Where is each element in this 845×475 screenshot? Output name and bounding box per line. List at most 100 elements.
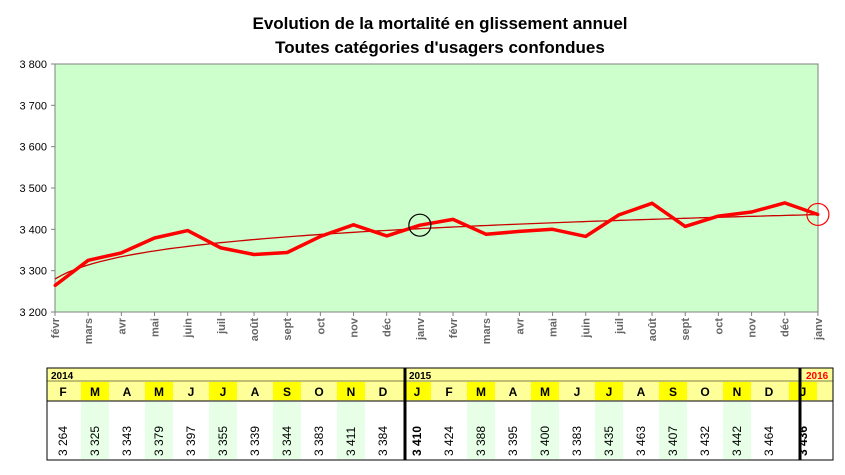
- month-label: M: [90, 385, 100, 399]
- month-label: N: [347, 385, 356, 399]
- month-label: D: [379, 385, 388, 399]
- highlight-circle: [806, 202, 830, 227]
- value-cell: 3 395: [506, 426, 520, 456]
- x-tick-label: févr: [50, 317, 62, 338]
- chart-title: Evolution de la mortalité en glissement …: [252, 14, 627, 33]
- value-cell-bg: [467, 402, 495, 459]
- month-label: M: [476, 385, 486, 399]
- value-cell: 3 436: [796, 426, 810, 456]
- value-cell: 3 432: [698, 426, 712, 456]
- value-cell: 3 410: [410, 426, 424, 456]
- x-tick-label: janv: [415, 317, 427, 341]
- x-axis: févr mars avr mai juin juil août sept oct nov déc j…: [50, 312, 825, 344]
- x-tick-label: févr: [448, 317, 460, 338]
- value-cell: 3 383: [312, 426, 326, 456]
- value-cell: 3 344: [280, 426, 294, 456]
- y-tick-label: 3 200: [19, 307, 47, 319]
- chart-subtitle: Toutes catégories d'usagers confondues: [275, 38, 605, 57]
- table-body-bg: [47, 401, 833, 460]
- y-tick-label: 3 500: [19, 183, 47, 195]
- month-label: J: [220, 385, 227, 399]
- month-highlight: [723, 382, 751, 400]
- y-axis: 3 200 3 300 3 400 3 500 3 600 3 700 3 800: [19, 59, 55, 319]
- year-label: 2016: [806, 371, 829, 382]
- month-highlight: [789, 382, 817, 400]
- value-cell: 3 400: [538, 426, 552, 456]
- value-cell: 3 463: [634, 426, 648, 456]
- month-label: O: [314, 385, 323, 399]
- trend-line: [54, 213, 818, 280]
- value-cell: 3 383: [570, 426, 584, 456]
- year-label: 2015: [409, 371, 432, 382]
- value-cell-bg: [659, 402, 687, 459]
- data-point: [153, 236, 157, 240]
- x-tick-label: mai: [548, 318, 560, 337]
- data-point: [318, 234, 322, 238]
- y-tick-label: 3 600: [19, 142, 47, 154]
- data-point: [517, 229, 521, 233]
- month-highlight: [595, 382, 623, 400]
- month-highlight: [531, 382, 559, 400]
- value-cell-bg: [337, 402, 365, 459]
- data-point: [385, 234, 389, 238]
- value-cell-bg: [723, 402, 751, 459]
- month-label: F: [445, 385, 452, 399]
- x-tick-label: nov: [747, 317, 759, 337]
- value-cell: 3 384: [376, 426, 390, 456]
- value-cell: 3 424: [442, 426, 456, 456]
- value-cell: 3 388: [474, 426, 488, 456]
- value-cell-bg: [595, 402, 623, 459]
- value-cell: 3 339: [248, 426, 262, 456]
- x-tick-label: oct: [315, 318, 327, 335]
- x-tick-label: juin: [183, 318, 195, 339]
- data-point: [551, 227, 555, 231]
- value-cell: 3 355: [216, 426, 230, 456]
- x-tick-label: nov: [349, 317, 361, 337]
- value-cell-bg: [531, 402, 559, 459]
- value-cell-bg: [81, 402, 109, 459]
- month-highlight: [337, 382, 365, 400]
- value-cell: 3 379: [152, 426, 166, 456]
- month-label: O: [700, 385, 709, 399]
- month-label: S: [283, 385, 291, 399]
- y-tick-label: 3 800: [19, 59, 47, 71]
- x-tick-label: juil: [614, 318, 626, 335]
- value-cell-bg: [273, 402, 301, 459]
- x-tick-label: oct: [713, 318, 725, 335]
- value-cell-bg: [209, 402, 237, 459]
- value-cell: 3 442: [730, 426, 744, 456]
- data-point: [484, 232, 488, 236]
- month-label: J: [414, 385, 421, 399]
- data-point: [716, 214, 720, 218]
- data-point: [86, 258, 90, 262]
- year-label: 2014: [51, 371, 74, 382]
- month-label: A: [637, 385, 646, 399]
- plot-area: [54, 63, 819, 313]
- y-tick-label: 3 400: [19, 224, 47, 236]
- value-cell: 3 464: [762, 426, 776, 456]
- month-label: S: [669, 385, 677, 399]
- mortality-series-line: [53, 201, 819, 287]
- data-points: [53, 201, 830, 288]
- x-tick-label: janv: [813, 317, 825, 341]
- month-label: M: [154, 385, 164, 399]
- monthly-table: F 3 264 M 3 325 A 3 343 M 3 379 J 3 397 J 3 355 A 3 3…: [46, 367, 834, 461]
- value-cell: 3 411: [344, 427, 358, 456]
- month-label: J: [188, 385, 195, 399]
- data-point: [650, 201, 654, 205]
- data-point: [285, 250, 289, 254]
- value-cell-bg: [145, 402, 173, 459]
- month-label: D: [765, 385, 774, 399]
- highlight-circle: [408, 213, 432, 237]
- x-tick-label: déc: [382, 318, 394, 337]
- x-tick-label: mars: [83, 318, 95, 344]
- x-tick-label: mai: [150, 318, 162, 337]
- x-tick-label: mars: [481, 318, 493, 344]
- data-point: [451, 217, 455, 221]
- month-label: A: [123, 385, 132, 399]
- data-point: [418, 223, 422, 227]
- month-highlight: [145, 382, 173, 400]
- value-cell: 3 435: [602, 426, 616, 456]
- month-label: J: [606, 385, 613, 399]
